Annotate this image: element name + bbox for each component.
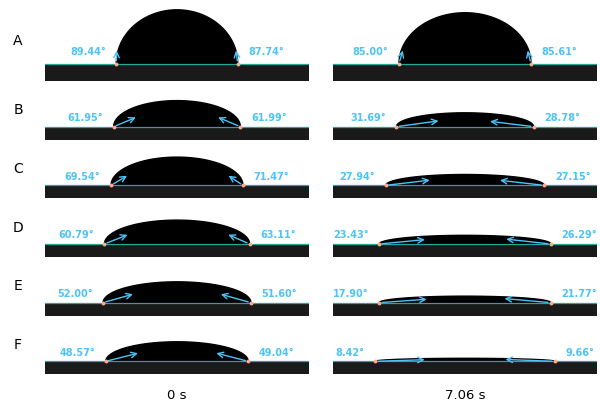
Text: 17.90°: 17.90° <box>333 289 368 299</box>
Polygon shape <box>379 235 551 244</box>
Text: 26.29°: 26.29° <box>562 230 597 240</box>
Text: 7.06 s: 7.06 s <box>445 389 485 402</box>
Text: 63.11°: 63.11° <box>260 230 296 240</box>
Text: 87.74°: 87.74° <box>248 47 284 57</box>
Bar <box>333 303 597 316</box>
Text: B: B <box>13 103 23 117</box>
Text: 51.60°: 51.60° <box>262 289 297 299</box>
Polygon shape <box>116 10 238 63</box>
Text: A: A <box>13 34 23 49</box>
Bar <box>333 63 597 81</box>
Text: 27.94°: 27.94° <box>340 171 375 182</box>
Polygon shape <box>103 282 251 303</box>
Polygon shape <box>397 113 533 127</box>
Bar <box>45 185 309 198</box>
Text: 0 s: 0 s <box>167 389 187 402</box>
Bar <box>45 244 309 257</box>
Text: 27.15°: 27.15° <box>555 171 590 182</box>
Polygon shape <box>113 101 241 127</box>
Text: D: D <box>13 220 23 235</box>
Polygon shape <box>106 342 248 361</box>
Text: 60.79°: 60.79° <box>58 230 94 240</box>
Bar <box>45 63 309 81</box>
Text: C: C <box>13 162 23 176</box>
Bar <box>45 303 309 316</box>
Text: 89.44°: 89.44° <box>70 47 106 57</box>
Polygon shape <box>399 13 531 63</box>
Text: 8.42°: 8.42° <box>335 348 365 357</box>
Text: 23.43°: 23.43° <box>333 230 368 240</box>
Bar <box>45 361 309 374</box>
Text: 49.04°: 49.04° <box>259 348 295 357</box>
Text: 48.57°: 48.57° <box>59 348 95 357</box>
Text: 85.00°: 85.00° <box>353 47 388 57</box>
Polygon shape <box>379 296 551 303</box>
Bar <box>333 185 597 198</box>
Bar <box>333 127 597 139</box>
Polygon shape <box>375 358 555 361</box>
Text: E: E <box>14 279 22 293</box>
Text: 21.77°: 21.77° <box>562 289 597 299</box>
Text: 28.78°: 28.78° <box>544 113 580 123</box>
Text: 52.00°: 52.00° <box>57 289 92 299</box>
Bar <box>333 361 597 374</box>
Polygon shape <box>104 220 250 244</box>
Text: 61.99°: 61.99° <box>251 113 287 123</box>
Text: 31.69°: 31.69° <box>350 113 386 123</box>
Bar <box>333 244 597 257</box>
Text: 71.47°: 71.47° <box>254 171 289 182</box>
Text: 69.54°: 69.54° <box>65 171 100 182</box>
Bar <box>45 127 309 139</box>
Text: 85.61°: 85.61° <box>542 47 577 57</box>
Polygon shape <box>386 175 544 185</box>
Text: 9.66°: 9.66° <box>565 348 594 357</box>
Polygon shape <box>111 157 243 185</box>
Text: F: F <box>14 338 22 352</box>
Text: 61.95°: 61.95° <box>67 113 103 123</box>
